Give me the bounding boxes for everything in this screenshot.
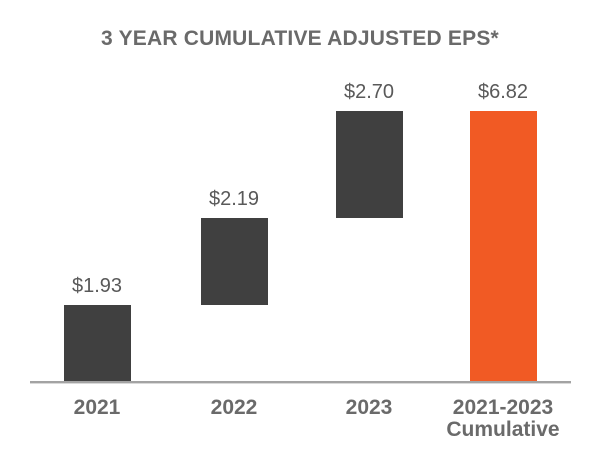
value-label-2022: $2.19: [208, 188, 260, 210]
x-tick-line: Cumulative: [446, 418, 560, 441]
x-tick-line: 2023: [345, 396, 393, 419]
x-tick-2021: 2021: [27, 397, 167, 419]
value-label-2021: $1.93: [71, 275, 123, 297]
value-label-2021-2023-cumulative: $6.82: [477, 81, 529, 103]
x-tick-line: 2021: [73, 396, 121, 419]
bar-2023: [336, 111, 403, 218]
value-label-2023: $2.70: [343, 81, 395, 103]
bar-2021: [64, 305, 131, 381]
chart-title: 3 YEAR CUMULATIVE ADJUSTED EPS*: [101, 27, 499, 50]
x-tick-2021-2023-cumulative: 2021-2023 Cumulative: [433, 397, 573, 441]
bar-2021-2023-cumulative: [470, 111, 537, 381]
x-tick-line: 2021-2023: [452, 396, 554, 419]
x-tick-2022: 2022: [164, 397, 304, 419]
x-axis-line: [30, 381, 571, 384]
x-tick-line: 2022: [210, 396, 258, 419]
x-tick-2023: 2023: [299, 397, 439, 419]
bar-2022: [201, 218, 268, 305]
